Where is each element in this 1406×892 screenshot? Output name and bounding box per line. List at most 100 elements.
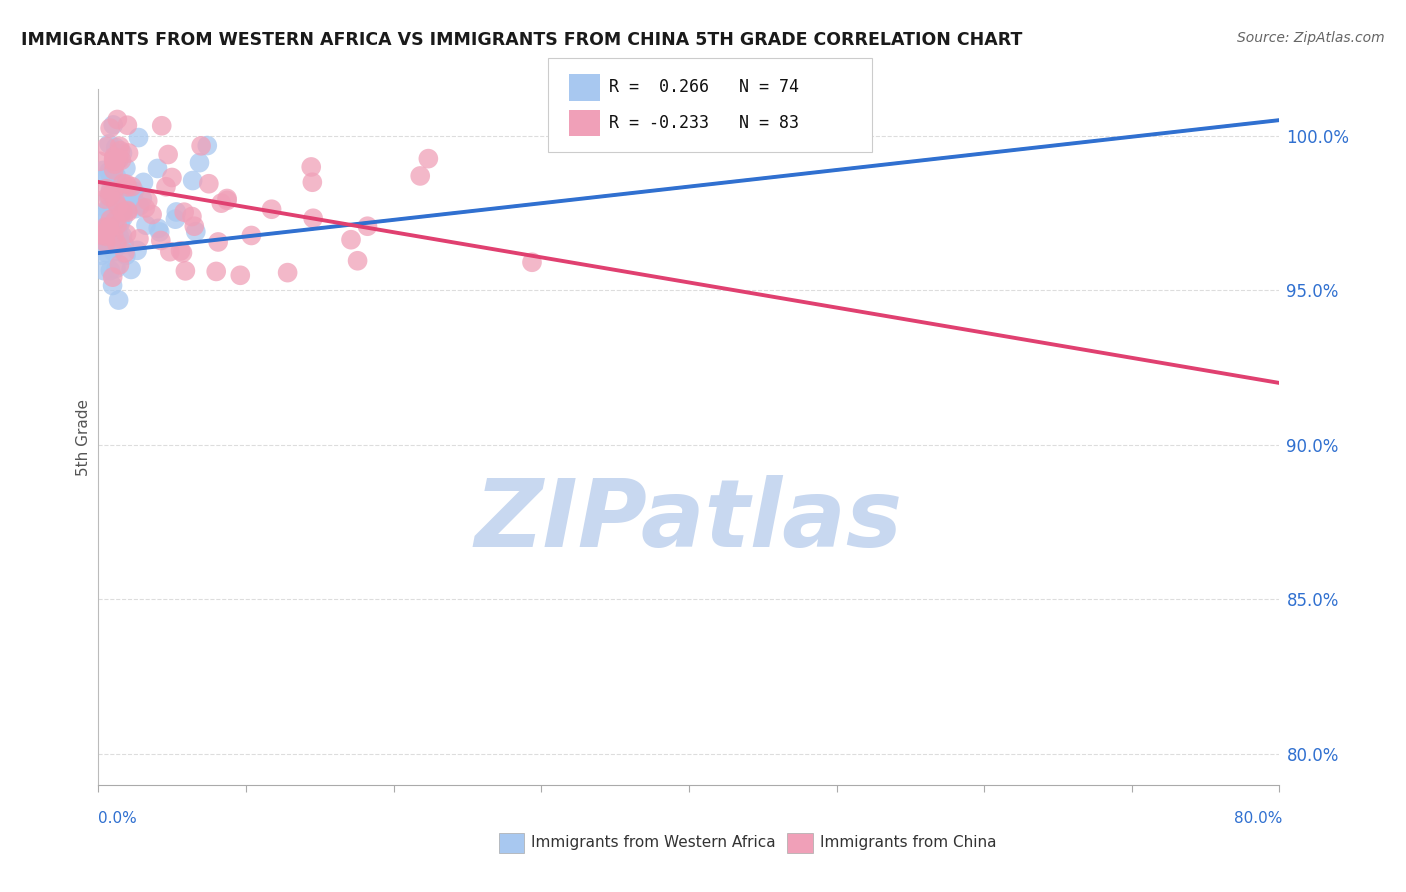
Point bbox=[302, 211, 325, 226]
Point bbox=[94, 219, 117, 233]
Point bbox=[96, 169, 118, 184]
Point bbox=[98, 221, 121, 235]
Point bbox=[260, 202, 283, 217]
Point bbox=[188, 155, 211, 169]
Point bbox=[89, 227, 111, 242]
Point bbox=[215, 192, 238, 206]
Point bbox=[148, 221, 170, 235]
Point bbox=[128, 130, 150, 145]
Point bbox=[108, 258, 131, 272]
Point bbox=[205, 264, 228, 278]
Point bbox=[94, 209, 117, 223]
Point bbox=[96, 245, 118, 260]
Point bbox=[299, 160, 322, 174]
Point bbox=[96, 139, 118, 153]
Point bbox=[111, 204, 134, 219]
Point bbox=[103, 153, 125, 167]
Point bbox=[97, 191, 120, 205]
Point bbox=[101, 184, 124, 198]
Point bbox=[165, 212, 187, 227]
Point bbox=[173, 205, 195, 219]
Point bbox=[209, 196, 232, 211]
Point bbox=[90, 248, 112, 262]
Point bbox=[132, 175, 155, 189]
Point bbox=[98, 121, 121, 136]
Point bbox=[127, 244, 149, 258]
Point bbox=[110, 153, 132, 168]
Point bbox=[100, 170, 122, 185]
Point bbox=[104, 194, 127, 209]
Point bbox=[103, 154, 125, 169]
Text: R =  0.266   N = 74: R = 0.266 N = 74 bbox=[609, 78, 799, 96]
Point bbox=[107, 152, 129, 166]
Point bbox=[91, 236, 114, 251]
Point bbox=[89, 239, 111, 253]
Point bbox=[98, 136, 121, 151]
Point bbox=[100, 212, 122, 227]
Point bbox=[111, 229, 134, 244]
Point bbox=[117, 189, 139, 203]
Text: R = -0.233   N = 83: R = -0.233 N = 83 bbox=[609, 114, 799, 132]
Point bbox=[165, 205, 187, 219]
Point bbox=[128, 232, 150, 246]
Point bbox=[100, 183, 122, 197]
Point bbox=[115, 161, 138, 175]
Point bbox=[100, 240, 122, 254]
Point bbox=[198, 177, 221, 191]
Point bbox=[107, 188, 129, 202]
Text: ZIPatlas: ZIPatlas bbox=[475, 475, 903, 566]
Point bbox=[108, 216, 131, 230]
Point bbox=[104, 214, 127, 228]
Point bbox=[418, 152, 440, 166]
Text: Source: ZipAtlas.com: Source: ZipAtlas.com bbox=[1237, 31, 1385, 45]
Point bbox=[115, 248, 138, 262]
Point bbox=[125, 202, 148, 216]
Point bbox=[94, 221, 117, 235]
Point bbox=[98, 190, 121, 204]
Point bbox=[103, 240, 125, 254]
Point bbox=[131, 192, 153, 206]
Point bbox=[409, 169, 432, 183]
Point bbox=[105, 112, 128, 127]
Text: 0.0%: 0.0% bbox=[98, 812, 138, 826]
Point bbox=[103, 244, 125, 259]
Point bbox=[104, 241, 127, 255]
Point bbox=[122, 187, 145, 202]
Point bbox=[181, 173, 204, 187]
Text: Immigrants from Western Africa: Immigrants from Western Africa bbox=[531, 836, 776, 850]
Point bbox=[100, 263, 122, 277]
Point bbox=[94, 229, 117, 244]
Point bbox=[108, 185, 131, 199]
Point bbox=[112, 199, 135, 213]
Point bbox=[136, 194, 159, 208]
Point bbox=[103, 150, 125, 164]
Point bbox=[301, 175, 323, 189]
Point bbox=[117, 203, 139, 218]
Point bbox=[96, 182, 118, 196]
Point bbox=[134, 201, 156, 215]
Point bbox=[117, 180, 139, 194]
Point bbox=[520, 255, 543, 269]
Point bbox=[111, 177, 134, 191]
Point bbox=[94, 192, 117, 206]
Point bbox=[94, 219, 117, 234]
Point bbox=[103, 163, 125, 178]
Point bbox=[103, 229, 125, 244]
Point bbox=[112, 211, 135, 225]
Text: 80.0%: 80.0% bbox=[1234, 812, 1282, 826]
Point bbox=[107, 197, 129, 211]
Point bbox=[110, 216, 132, 230]
Point bbox=[111, 146, 134, 161]
Point bbox=[183, 219, 205, 234]
Point bbox=[117, 205, 139, 219]
Point bbox=[94, 235, 117, 250]
Point bbox=[105, 236, 128, 251]
Point bbox=[112, 237, 135, 252]
Point bbox=[94, 227, 117, 242]
Point bbox=[107, 293, 129, 307]
Point bbox=[89, 154, 111, 169]
Point bbox=[96, 227, 118, 241]
Point bbox=[104, 213, 127, 227]
Point bbox=[195, 138, 218, 153]
Point bbox=[103, 118, 125, 132]
